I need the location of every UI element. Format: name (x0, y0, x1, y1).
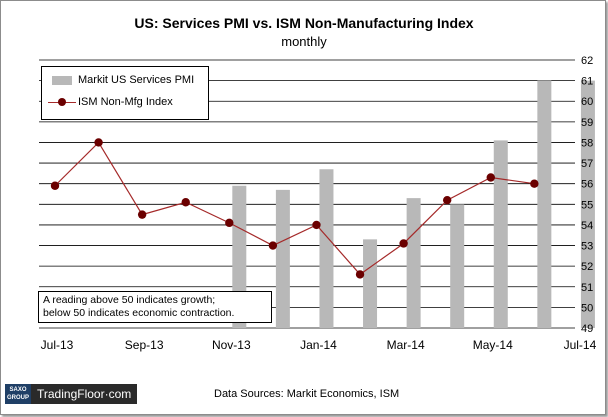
ism-marker (486, 173, 495, 182)
ism-marker (442, 195, 452, 205)
legend-item-ism: ISM Non-Mfg Index (42, 95, 208, 111)
x-tick-label: Sep-13 (125, 338, 164, 352)
legend: Markit US Services PMI ISM Non-Mfg Index (41, 66, 209, 120)
x-tick-label: Mar-14 (387, 338, 425, 352)
y-tick-label: 57 (581, 158, 593, 170)
ism-series-line (54, 141, 535, 276)
x-tick-label: Nov-13 (212, 338, 251, 352)
data-source: Data Sources: Markit Economics, ISM (214, 388, 400, 400)
y-tick-label: 50 (581, 302, 593, 314)
y-tick-label: 58 (581, 137, 593, 149)
x-tick-label: Jul-14 (564, 338, 597, 352)
y-tick-label: 55 (581, 199, 593, 211)
chart-subtitle: monthly (281, 34, 327, 49)
pmi-bar (493, 140, 508, 328)
ism-marker (94, 138, 103, 147)
legend-item-pmi: Markit US Services PMI (42, 73, 208, 89)
y-tick-label: 60 (581, 96, 593, 108)
pmi-bar (406, 198, 421, 328)
pmi-bar (450, 204, 465, 328)
ism-marker (530, 179, 539, 188)
x-tick-label: May-14 (473, 338, 513, 352)
y-tick-label: 61 (581, 76, 593, 88)
pmi-bars (232, 80, 595, 328)
growth-note: A reading above 50 indicates growth; bel… (38, 291, 272, 323)
ism-marker (312, 220, 321, 230)
x-tick-label: Jul-13 (41, 338, 74, 352)
pmi-bar (580, 80, 595, 328)
logo-mark-line-2: GROUP (6, 395, 29, 401)
pmi-bar (319, 169, 334, 328)
legend-label-pmi: Markit US Services PMI (78, 74, 195, 86)
ism-marker (50, 181, 60, 190)
legend-marker-swatch (58, 98, 66, 106)
ism-line (50, 138, 539, 279)
y-tick-label: 51 (581, 282, 593, 294)
y-tick-label: 54 (581, 220, 593, 232)
gridlines (39, 59, 575, 329)
ism-marker (268, 241, 278, 250)
pmi-bar (537, 80, 552, 328)
pmi-bar (363, 239, 378, 328)
saxo-group-mark: SAXO GROUP (5, 384, 31, 404)
legend-label-ism: ISM Non-Mfg Index (78, 96, 173, 108)
ism-marker (181, 198, 190, 207)
x-tick-label: Jan-14 (300, 338, 337, 352)
ism-marker (225, 218, 234, 228)
logo-text: TradingFloor·com (31, 384, 138, 404)
ism-marker (137, 210, 147, 219)
chart-title: US: Services PMI vs. ISM Non-Manufacturi… (134, 15, 474, 31)
logo-mark-line-1: SAXO (9, 387, 27, 393)
y-tick-label: 52 (581, 261, 593, 273)
ism-marker (355, 270, 365, 279)
ism-marker (399, 239, 408, 248)
legend-bar-swatch (52, 76, 72, 85)
y-tick-label: 49 (581, 323, 593, 335)
y-tick-label: 56 (581, 179, 593, 191)
note-line-2: below 50 indicates economic contraction. (43, 307, 235, 319)
y-tick-label: 59 (581, 117, 593, 129)
y-tick-label: 53 (581, 241, 593, 253)
tradingfloor-logo: SAXO GROUP TradingFloor·com (5, 384, 138, 404)
note-line-1: A reading above 50 indicates growth; (43, 294, 216, 306)
axes: 49 50 51 52 53 54 55 56 57 58 59 60 61 62 Jul-13 Sep-13… (41, 55, 597, 352)
y-tick-label: 62 (581, 55, 593, 67)
pmi-bar (275, 189, 290, 328)
